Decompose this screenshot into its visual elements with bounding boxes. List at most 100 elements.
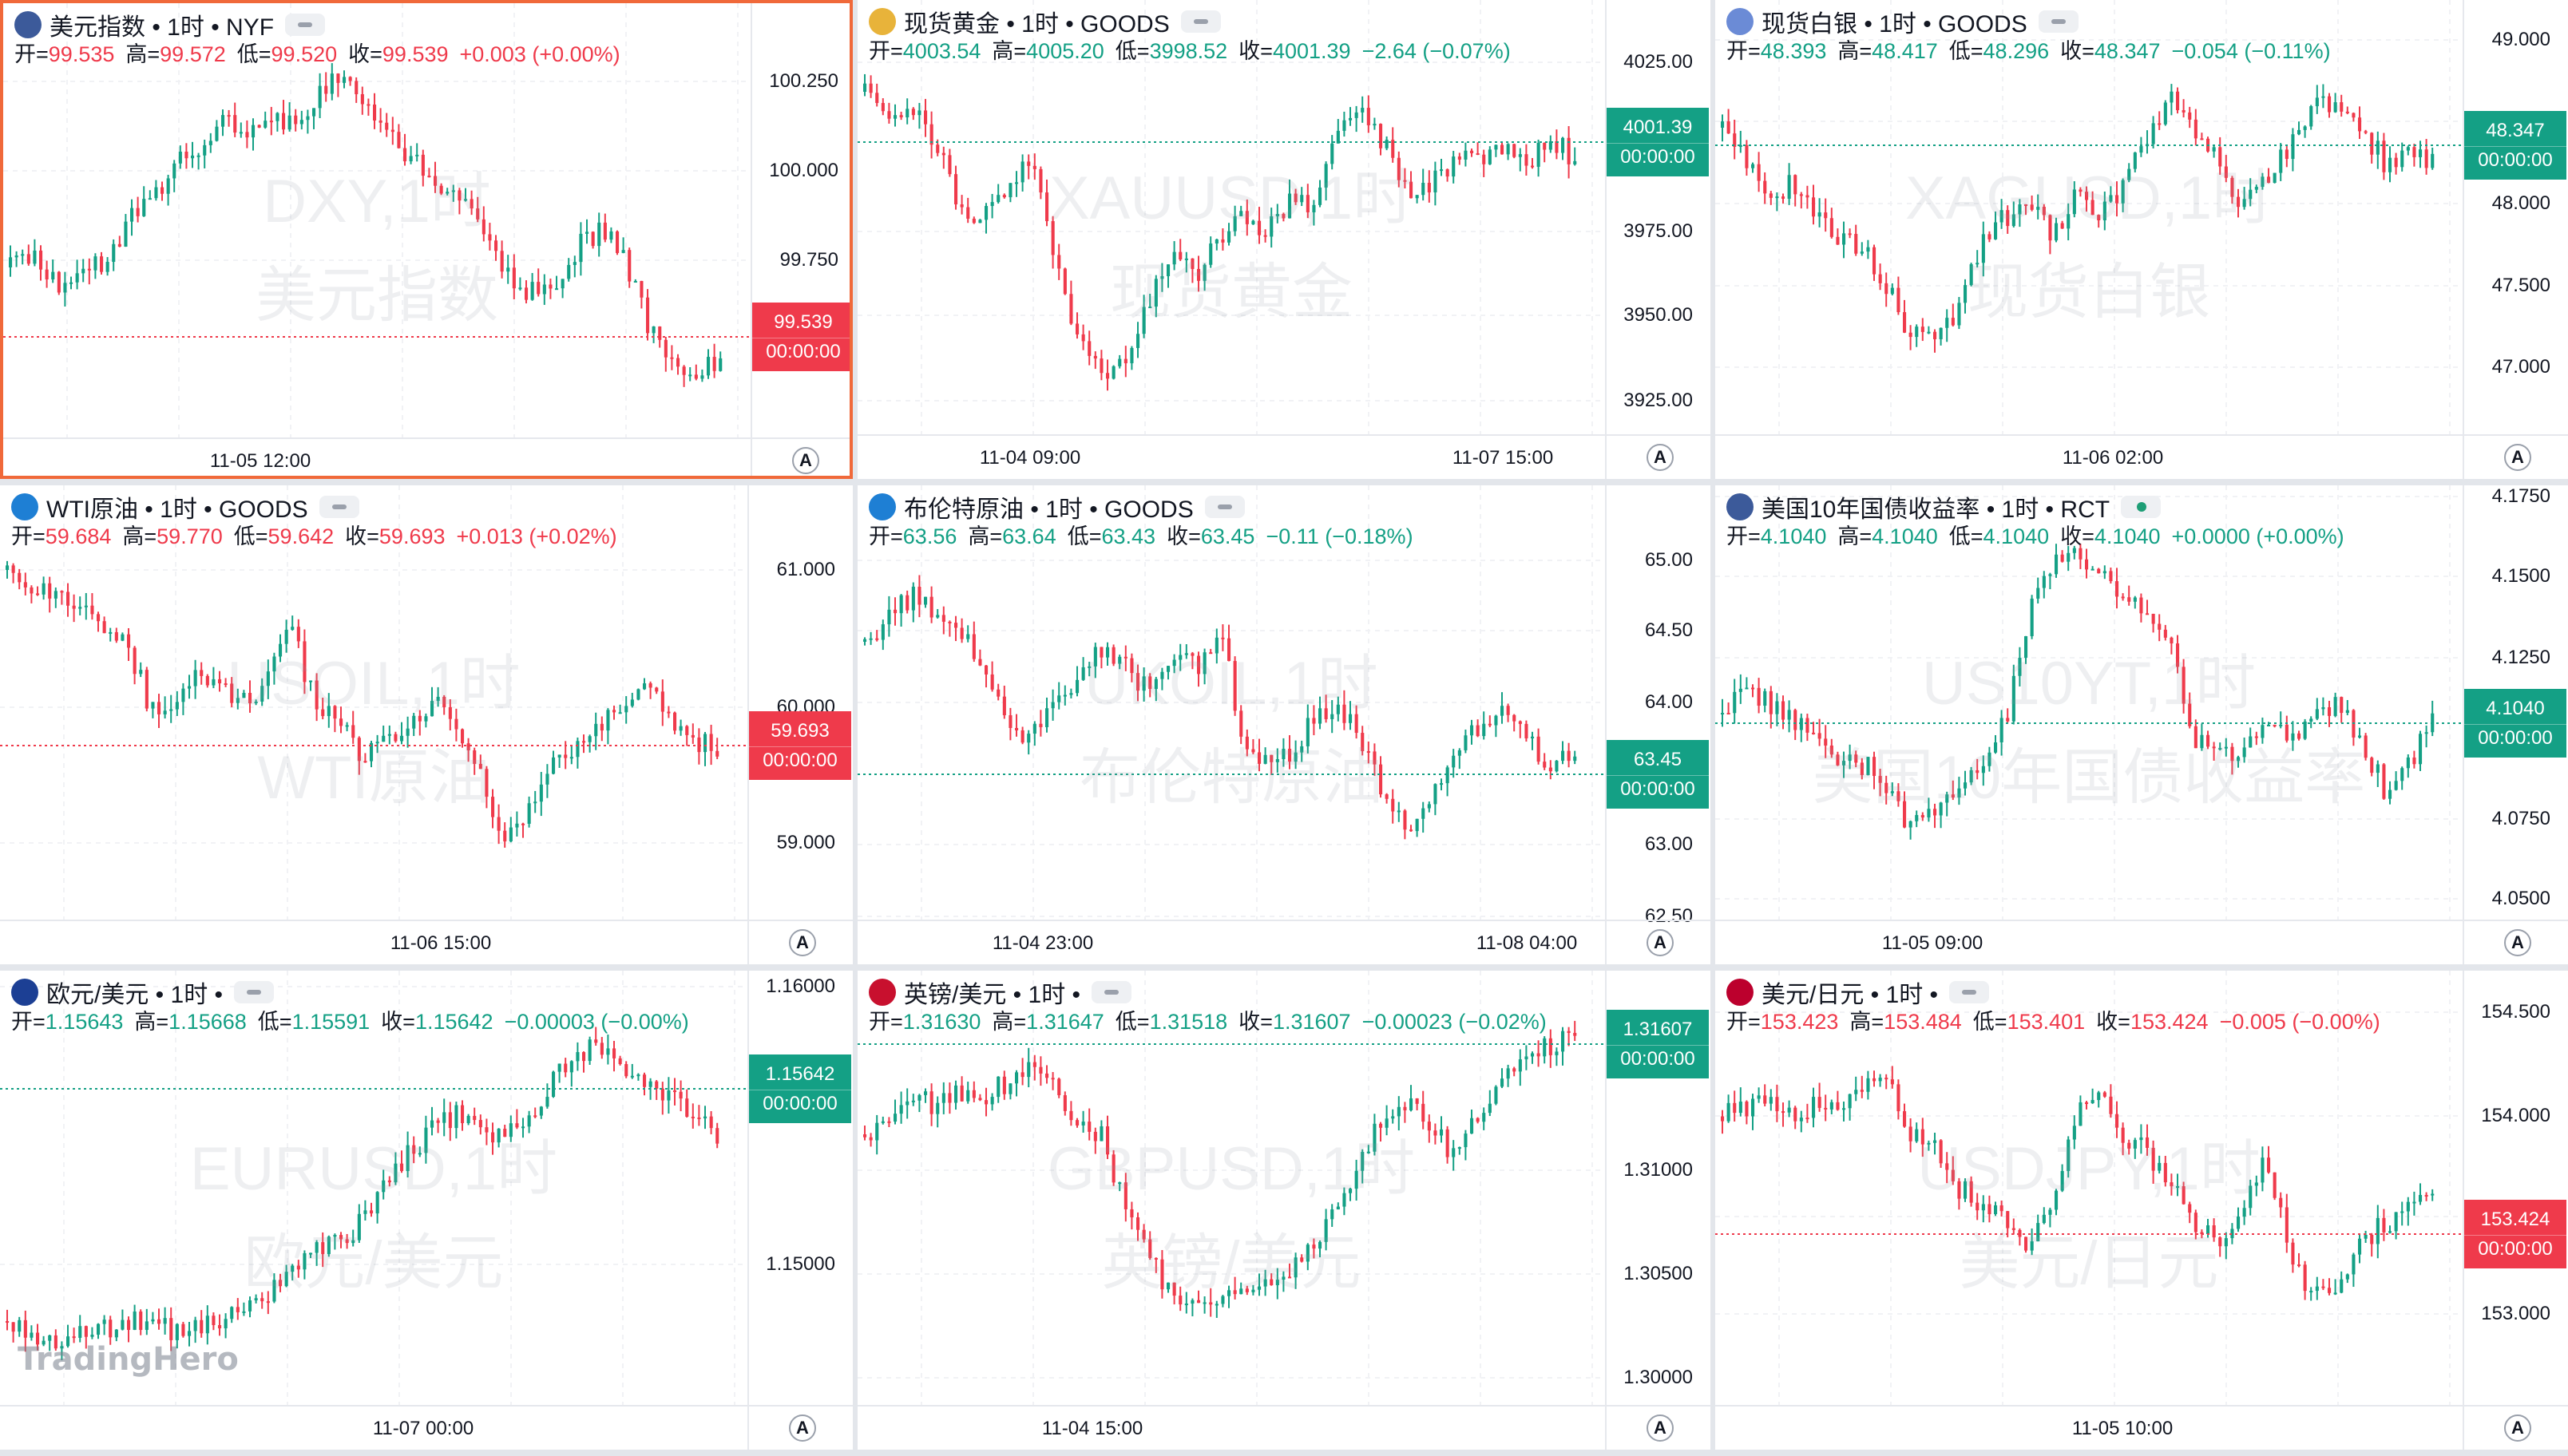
symbol-title[interactable]: 美元/日元 • 1时 • bbox=[1762, 982, 1939, 1008]
ohlc-value: 63.43 bbox=[1101, 524, 1156, 548]
candle-body bbox=[1233, 216, 1237, 231]
candle-body bbox=[324, 85, 328, 94]
auto-scale-button[interactable]: A bbox=[792, 447, 819, 474]
symbol-title[interactable]: WTI原油 • 1时 • GOODS bbox=[46, 497, 308, 523]
brand-watermark: TradingHero bbox=[18, 1341, 239, 1378]
visibility-toggle-icon[interactable] bbox=[1204, 496, 1245, 518]
plot-area[interactable]: XAUUSD,1时 现货黄金 现货黄金 • 1时 • GOODS 开=4003.54 高… bbox=[858, 0, 1605, 434]
time-axis[interactable]: 11-06 15:00 bbox=[0, 920, 747, 964]
candle-body bbox=[1567, 1031, 1571, 1033]
time-axis[interactable]: 11-07 00:00 bbox=[0, 1405, 747, 1450]
plot-area[interactable]: US10YT,1时 美国10年国债收益率 美国10年国债收益率 • 1时 • RCT… bbox=[1715, 485, 2463, 920]
visibility-toggle-icon[interactable] bbox=[1949, 981, 1990, 1003]
chart-pane-dxy[interactable]: DXY,1时 美元指数 美元指数 • 1时 • NYF 开=99.535 高=99.57… bbox=[0, 0, 853, 479]
chart-pane-us10y[interactable]: US10YT,1时 美国10年国债收益率 美国10年国债收益率 • 1时 • RCT… bbox=[1715, 485, 2568, 964]
chart-pane-brent[interactable]: UKOIL,1时 布伦特原油 布伦特原油 • 1时 • GOODS 开=63.56 高=… bbox=[858, 485, 1710, 964]
price-axis[interactable]: 4.1750 4.1500 4.1250 4.0750 4.0500 4.1040 00:0… bbox=[2463, 485, 2568, 920]
auto-scale-button[interactable]: A bbox=[789, 1414, 816, 1442]
plot-area[interactable]: USDJPY,1时 美元/日元 美元/日元 • 1时 • 开=153.423 高=153… bbox=[1715, 971, 2463, 1405]
price-axis[interactable]: 154.500154.000153.500153.000153.42400:00… bbox=[2463, 971, 2568, 1405]
auto-scale-button[interactable]: A bbox=[1647, 929, 1674, 956]
time-axis[interactable]: 11-05 12:00 bbox=[3, 437, 751, 476]
visibility-toggle-icon[interactable] bbox=[285, 14, 326, 36]
price-tick-label: 1.30500 bbox=[1623, 1263, 1693, 1284]
chart-pane-xau[interactable]: XAUUSD,1时 现货黄金 现货黄金 • 1时 • GOODS 开=4003.54 高… bbox=[858, 0, 1710, 479]
plot-area[interactable]: GBPUSD,1时 英镑/美元 英镑/美元 • 1时 • 开=1.31630 高=1.3… bbox=[858, 971, 1605, 1405]
price-axis[interactable]: 49.00048.50048.00047.50047.00048.34700:0… bbox=[2463, 0, 2568, 434]
visibility-toggle-icon[interactable] bbox=[2121, 496, 2162, 518]
candle-body bbox=[2163, 102, 2167, 125]
visibility-toggle-icon[interactable] bbox=[1180, 10, 1221, 33]
symbol-title[interactable]: 欧元/美元 • 1时 • bbox=[46, 982, 224, 1008]
chart-pane-xag[interactable]: XAGUSD,1时 现货白银 现货白银 • 1时 • GOODS 开=48.393 高=… bbox=[1715, 0, 2568, 479]
candle-body bbox=[1203, 652, 1207, 675]
price-axis[interactable]: 4025.00 3975.00 3950.00 3925.00 4001.39 00:00… bbox=[1605, 0, 1710, 434]
price-axis[interactable]: 1.31000 1.30500 1.30000 1.31607 00:00:00 bbox=[1605, 971, 1710, 1405]
symbol-title[interactable]: 现货白银 • 1时 • GOODS bbox=[1762, 11, 2027, 38]
last-price-tag: 99.539 00:00:00 bbox=[752, 303, 850, 371]
candle-body bbox=[430, 701, 434, 717]
auto-scale-button[interactable]: A bbox=[2504, 444, 2531, 471]
time-axis[interactable]: 11-04 23:00 11-08 04:00 bbox=[858, 920, 1605, 964]
candle-body bbox=[291, 1265, 295, 1272]
candle-body bbox=[188, 686, 192, 689]
auto-scale-button[interactable]: A bbox=[789, 929, 816, 956]
chart-pane-usdjpy[interactable]: USDJPY,1时 美元/日元 美元/日元 • 1时 • 开=153.423 高=153… bbox=[1715, 971, 2568, 1450]
price-axis[interactable]: 65.00 64.50 64.00 63.00 62.50 63.45 00:00:00 bbox=[1605, 485, 1710, 927]
time-axis[interactable]: 11-04 15:00 bbox=[858, 1405, 1605, 1450]
visibility-toggle-icon[interactable] bbox=[1092, 981, 1132, 1003]
candle-body bbox=[533, 1115, 537, 1118]
ohlc-value: 1.31630 bbox=[902, 1010, 981, 1034]
candle-body bbox=[2352, 1254, 2356, 1275]
auto-scale-button[interactable]: A bbox=[2504, 929, 2531, 956]
symbol-title[interactable]: 美国10年国债收益率 • 1时 • RCT bbox=[1762, 497, 2110, 523]
plot-area[interactable]: XAGUSD,1时 现货白银 现货白银 • 1时 • GOODS 开=48.393 高=… bbox=[1715, 0, 2463, 434]
candle-body bbox=[1793, 1107, 1797, 1122]
symbol-title[interactable]: 布伦特原油 • 1时 • GOODS bbox=[904, 497, 1194, 523]
chart-pane-gbpusd[interactable]: GBPUSD,1时 英镑/美元 英镑/美元 • 1时 • 开=1.31630 高=1.3… bbox=[858, 971, 1710, 1450]
chart-pane-eurusd[interactable]: EURUSD,1时 欧元/美元 欧元/美元 • 1时 • 开=1.15643 高=1.1… bbox=[0, 971, 853, 1450]
candle-body bbox=[1020, 161, 1024, 183]
time-axis[interactable]: 11-04 09:00 11-07 15:00 bbox=[858, 434, 1605, 479]
candle-body bbox=[415, 154, 419, 156]
candle-body bbox=[1769, 193, 1773, 198]
ohlc-row: 开=4003.54 高=4005.20 低=3998.52 收=4001.39 −2.6… bbox=[869, 37, 1511, 65]
candle-body bbox=[2006, 718, 2010, 722]
auto-scale-button[interactable]: A bbox=[1647, 1414, 1674, 1442]
symbol-title[interactable]: 现货黄金 • 1时 • GOODS bbox=[904, 11, 1170, 38]
candle-body bbox=[582, 1052, 586, 1062]
visibility-toggle-icon[interactable] bbox=[234, 981, 275, 1003]
symbol-title[interactable]: 美元指数 • 1时 • NYF bbox=[50, 14, 275, 41]
price-axis[interactable]: 61.000 60.000 59.000 59.693 00:00:00 bbox=[747, 485, 853, 920]
visibility-toggle-icon[interactable] bbox=[2038, 10, 2079, 33]
price-axis[interactable]: 100.250 100.000 99.750 99.539 00:00:00 bbox=[751, 3, 850, 437]
candle-body bbox=[1397, 810, 1401, 813]
candle-body bbox=[2188, 703, 2192, 726]
bar-countdown: 00:00:00 bbox=[752, 338, 850, 366]
candle-body bbox=[60, 1346, 64, 1349]
plot-area[interactable]: UKOIL,1时 布伦特原油 布伦特原油 • 1时 • GOODS 开=63.56 高=… bbox=[858, 485, 1605, 920]
ohlc-label: 高= bbox=[1837, 39, 1872, 63]
visibility-toggle-icon[interactable] bbox=[319, 496, 359, 518]
auto-scale-button[interactable]: A bbox=[1647, 444, 1674, 471]
candle-body bbox=[1088, 666, 1092, 668]
plot-area[interactable]: DXY,1时 美元指数 美元指数 • 1时 • NYF 开=99.535 高=99.57… bbox=[3, 3, 751, 437]
time-axis[interactable]: 11-05 10:00 bbox=[1715, 1405, 2463, 1450]
candle-body bbox=[1842, 233, 1846, 245]
plot-area[interactable]: USOIL,1时 WTI原油 WTI原油 • 1时 • GOODS 开=59.684 高… bbox=[0, 485, 747, 920]
chart-pane-wti[interactable]: USOIL,1时 WTI原油 WTI原油 • 1时 • GOODS 开=59.684 高… bbox=[0, 485, 853, 964]
candle-body bbox=[1009, 1083, 1013, 1094]
candle-body bbox=[2102, 571, 2106, 574]
candle-body bbox=[2370, 1234, 2374, 1244]
candle-body bbox=[1032, 165, 1036, 169]
symbol-title[interactable]: 英镑/美元 • 1时 • bbox=[904, 982, 1081, 1008]
candle-body bbox=[11, 565, 15, 573]
time-axis[interactable]: 11-06 02:00 bbox=[1715, 434, 2463, 479]
plot-area[interactable]: EURUSD,1时 欧元/美元 欧元/美元 • 1时 • 开=1.15643 高=1.1… bbox=[0, 971, 747, 1405]
candle-body bbox=[102, 621, 106, 634]
time-axis[interactable]: 11-05 09:00 bbox=[1715, 920, 2463, 964]
candle-body bbox=[1239, 710, 1243, 737]
auto-scale-button[interactable]: A bbox=[2504, 1414, 2531, 1442]
price-axis[interactable]: 1.16000 1.15000 1.15642 00:00:00 bbox=[747, 971, 853, 1405]
price-tick-label: 4.1750 bbox=[2491, 485, 2550, 507]
